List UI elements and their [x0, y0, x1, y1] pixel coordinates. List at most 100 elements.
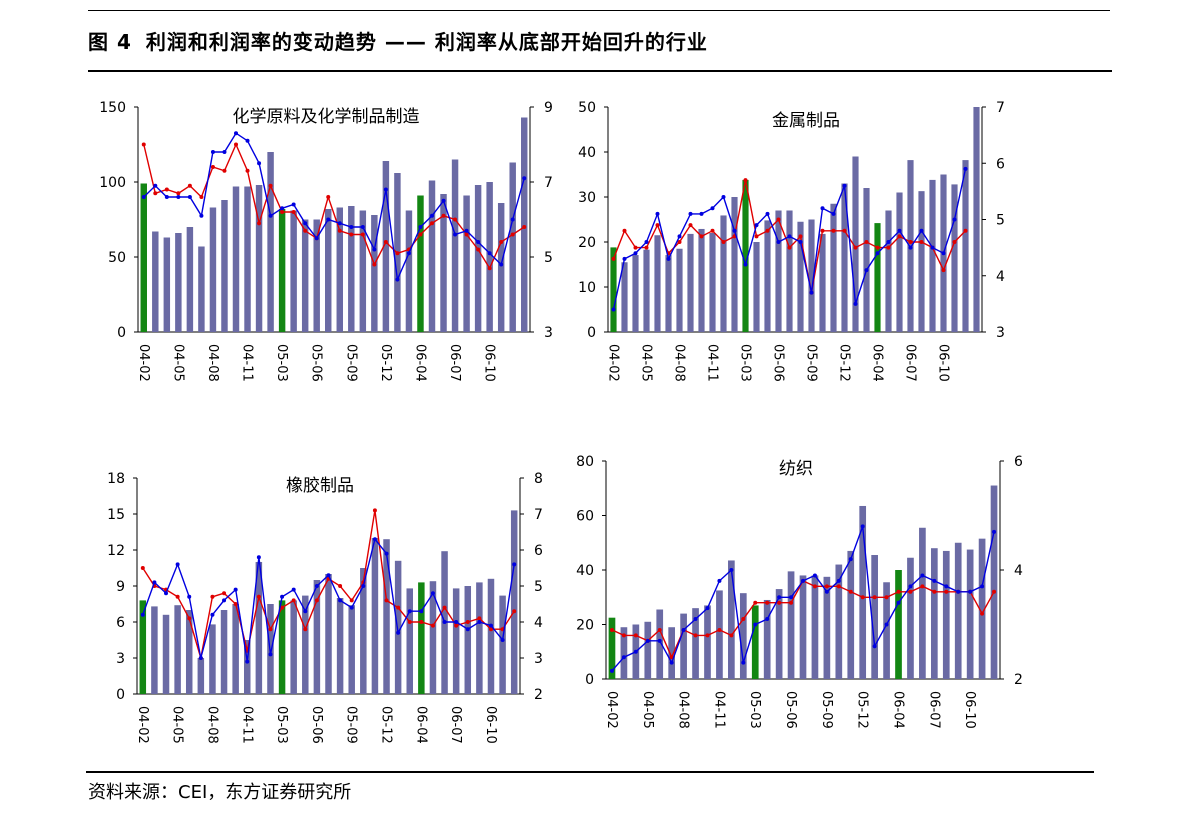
- y2-tick-label: 6: [996, 156, 1005, 172]
- bar: [325, 574, 332, 694]
- bar: [885, 210, 892, 332]
- bar: [509, 162, 516, 332]
- bar-highlight: [139, 600, 147, 694]
- line-blue-point: [338, 598, 343, 603]
- bar: [186, 227, 194, 332]
- line-blue-point: [681, 627, 686, 632]
- x-tick-label: 06-04: [412, 344, 427, 382]
- line-blue-point: [644, 240, 649, 244]
- line-red-point: [199, 195, 204, 199]
- line-red-point: [360, 232, 365, 237]
- bar: [428, 180, 436, 332]
- line-red-point: [187, 183, 192, 188]
- x-tick-label: 05-03: [738, 344, 753, 382]
- line-red-point: [372, 262, 377, 267]
- line-red-point: [741, 617, 746, 622]
- line-blue-point: [741, 660, 746, 665]
- line-red-point: [187, 616, 192, 621]
- bar: [267, 152, 274, 332]
- line-blue-point: [510, 217, 515, 222]
- bar: [819, 233, 826, 332]
- line-blue-point: [187, 195, 192, 199]
- line-blue-point: [941, 251, 946, 256]
- line-blue-point: [522, 176, 527, 181]
- bar: [811, 575, 819, 679]
- x-tick-label: 04-02: [606, 344, 621, 382]
- line-blue-point: [633, 251, 638, 256]
- bar: [336, 207, 343, 332]
- line-red-point: [245, 168, 250, 173]
- line-red-point: [609, 627, 614, 632]
- bar: [709, 233, 716, 332]
- bar-highlight: [418, 582, 425, 694]
- bar: [687, 233, 694, 332]
- line-red-point: [765, 600, 770, 605]
- x-tick-label: 05-03: [747, 691, 762, 729]
- line-red-point: [453, 217, 458, 222]
- line-blue-point: [952, 217, 957, 222]
- line-blue-point: [717, 578, 722, 583]
- line-red-point: [510, 232, 515, 237]
- line-red-point: [419, 620, 424, 624]
- line-red-point: [384, 598, 389, 603]
- line-red-point: [140, 566, 145, 570]
- bar: [255, 185, 263, 332]
- line-red-point: [848, 589, 853, 594]
- bar: [808, 219, 815, 332]
- bar: [371, 538, 379, 694]
- line-red-point: [754, 234, 759, 239]
- line-blue-point: [611, 307, 616, 312]
- line-blue-point: [669, 660, 674, 665]
- bar: [510, 510, 518, 694]
- line-blue-point: [944, 584, 949, 589]
- line-red-point: [222, 591, 227, 596]
- x-tick-label: 06-07: [448, 706, 463, 744]
- bar: [698, 228, 705, 332]
- bar: [644, 621, 652, 679]
- line-blue-point: [303, 221, 308, 226]
- line-red-point: [655, 223, 660, 228]
- bar: [763, 599, 771, 679]
- bar: [499, 595, 506, 694]
- line-red-point: [372, 508, 377, 513]
- bar: [313, 580, 321, 694]
- line-blue-point: [222, 598, 227, 603]
- y2-tick-label: 4: [1014, 563, 1023, 579]
- bar: [731, 197, 738, 332]
- line-blue-point: [280, 206, 285, 211]
- bar: [680, 613, 687, 679]
- x-tick-label: 06-10: [483, 706, 498, 744]
- bar: [429, 581, 437, 694]
- y-tick-label: 150: [99, 100, 126, 116]
- bar: [668, 627, 676, 679]
- x-tick-label: 05-12: [378, 344, 393, 382]
- line-blue-point: [337, 221, 342, 226]
- line-red-point: [743, 178, 748, 183]
- bar: [973, 107, 980, 332]
- bar: [951, 184, 958, 332]
- line-blue-point: [233, 587, 238, 592]
- line-blue-point: [187, 594, 192, 599]
- x-tick-label: 04-08: [204, 706, 219, 744]
- line-red-point: [337, 228, 342, 233]
- line-blue-point: [361, 584, 366, 588]
- line-blue-point: [245, 659, 250, 664]
- chart-title: 橡胶制品: [286, 476, 354, 496]
- line-blue-point: [798, 240, 803, 244]
- line-red-point: [268, 183, 273, 188]
- line-blue-point: [291, 587, 296, 592]
- line-red-point: [824, 584, 829, 589]
- x-tick-label: 06-04: [413, 706, 428, 744]
- x-tick-label: 05-03: [274, 344, 289, 382]
- bar: [716, 590, 723, 679]
- bar: [232, 604, 239, 694]
- y2-tick-label: 5: [996, 213, 1005, 229]
- bar: [841, 183, 848, 332]
- x-tick-label: 05-09: [804, 344, 819, 382]
- y-tick-label: 18: [107, 471, 125, 487]
- line-blue-point: [256, 555, 261, 560]
- line-blue-point: [787, 234, 792, 239]
- line-blue-point: [655, 211, 660, 216]
- line-red-point: [908, 240, 913, 244]
- bar-highlight: [608, 617, 616, 679]
